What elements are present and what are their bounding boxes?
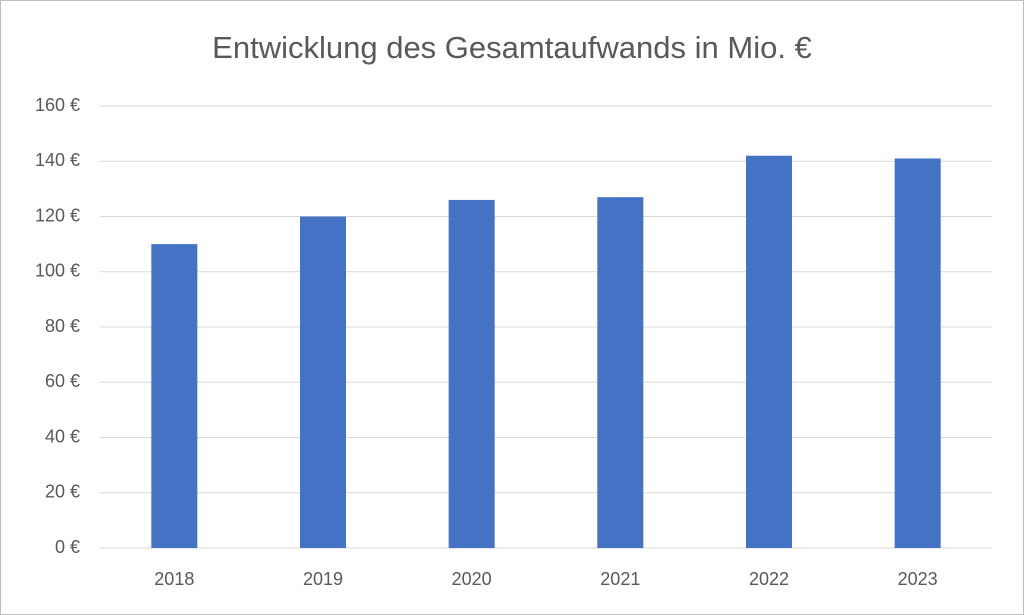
bar	[300, 216, 346, 548]
y-tick-label: 0 €	[55, 537, 80, 557]
bar	[448, 199, 495, 549]
x-tick-label: 2019	[303, 569, 343, 589]
bar	[894, 158, 941, 549]
bar	[746, 155, 792, 548]
chart-title: Entwicklung des Gesamtaufwands in Mio. €	[212, 30, 812, 65]
x-tick-label: 2018	[154, 569, 194, 589]
bar	[151, 244, 198, 548]
x-tick-label: 2020	[452, 569, 492, 589]
y-tick-label: 20 €	[45, 482, 80, 502]
x-tick-label: 2021	[600, 569, 640, 589]
y-tick-label: 100 €	[35, 261, 80, 281]
x-tick-label: 2022	[749, 569, 789, 589]
y-tick-label: 140 €	[35, 150, 80, 170]
y-tick-label: 40 €	[45, 426, 80, 446]
bar	[597, 197, 644, 548]
x-tick-label: 2023	[898, 569, 938, 589]
y-tick-label: 80 €	[45, 316, 80, 336]
y-tick-label: 60 €	[45, 371, 80, 391]
y-tick-label: 160 €	[35, 95, 80, 115]
y-tick-label: 120 €	[35, 205, 80, 225]
